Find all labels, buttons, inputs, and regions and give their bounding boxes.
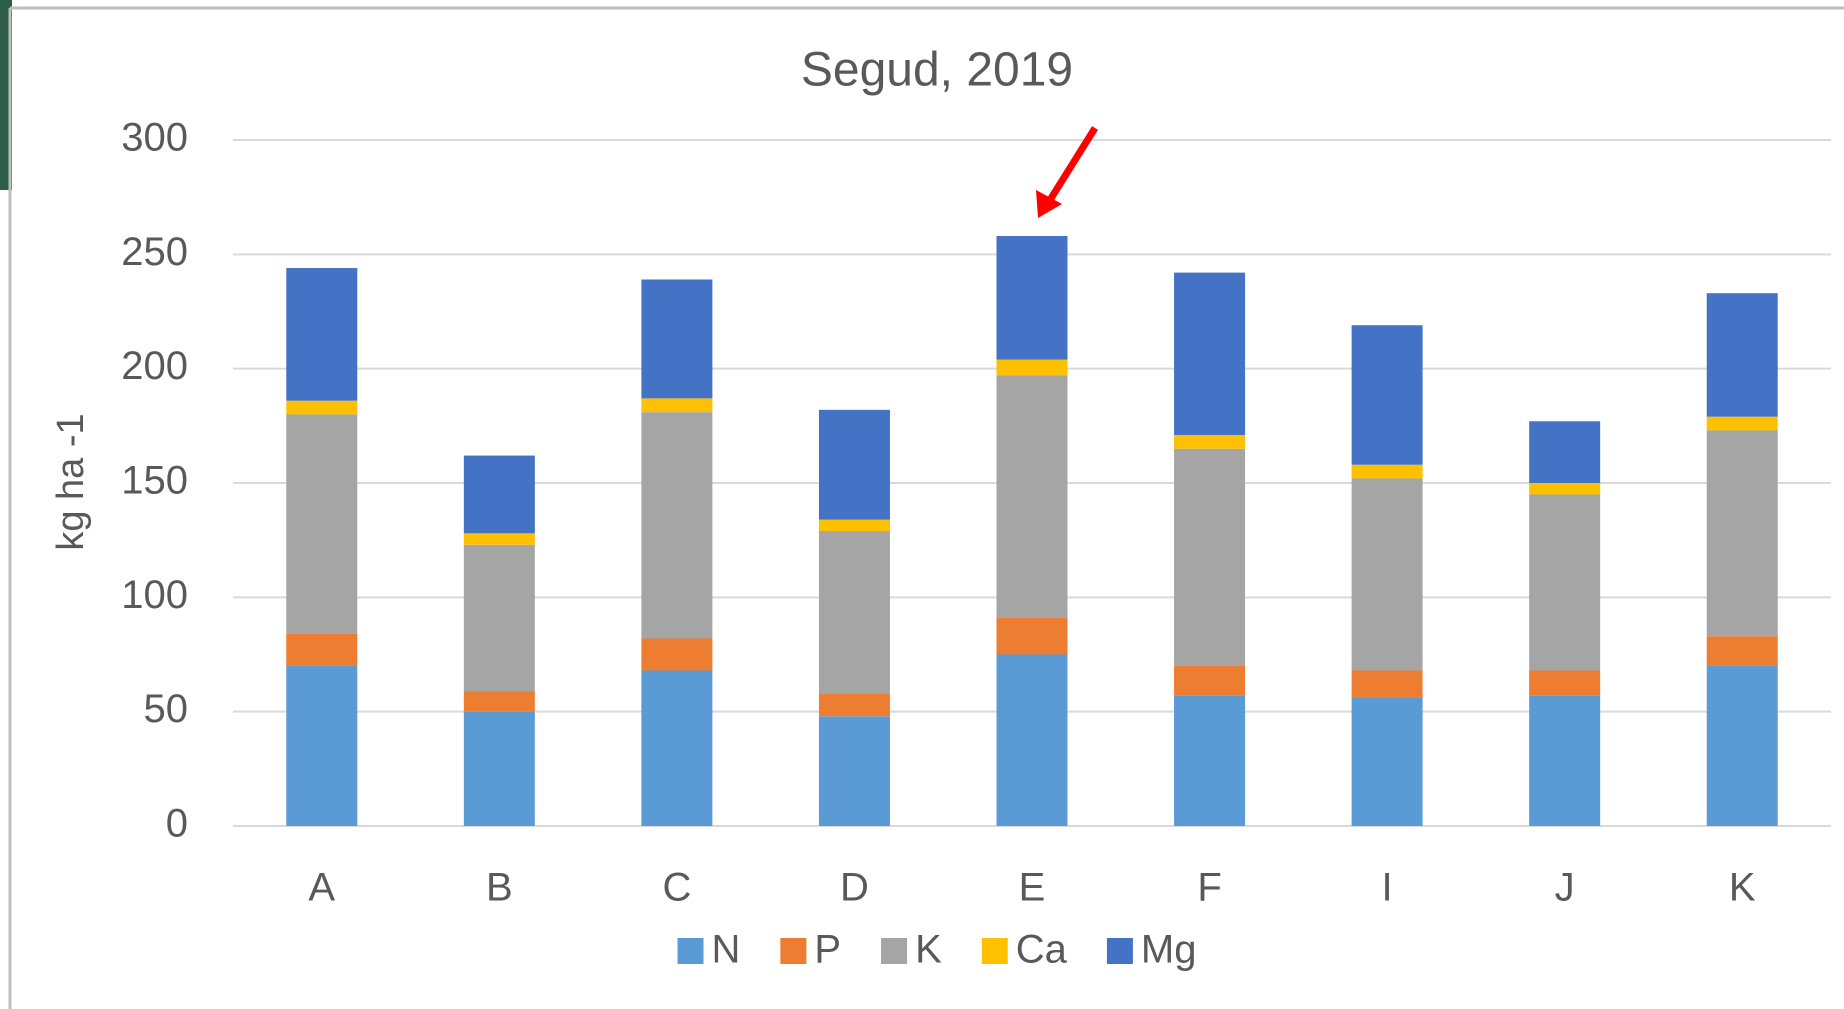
y-tick-label: 50 [144, 687, 189, 731]
legend-label: N [712, 928, 741, 972]
x-tick-label: F [1197, 866, 1221, 910]
bar-segment [286, 414, 358, 634]
y-axis-title: kg ha -1 [50, 413, 92, 550]
legend-item: K [881, 928, 942, 972]
legend-item: Ca [981, 928, 1068, 972]
legend-swatch [677, 938, 704, 964]
chart-title: Segud, 2019 [801, 44, 1073, 97]
bar-segment [996, 236, 1068, 360]
legend-swatch [1106, 938, 1133, 964]
bar-segment [996, 359, 1068, 376]
legend-swatch [881, 938, 908, 964]
bar-segment [463, 533, 535, 545]
x-tick-label: E [1019, 866, 1046, 910]
x-tick-label: C [662, 866, 691, 910]
bar-segment [1174, 695, 1246, 826]
bar-segment [463, 455, 535, 534]
bar-segment [1529, 670, 1601, 696]
bar-segment [818, 409, 890, 520]
bar-segment [996, 654, 1068, 826]
bar-segment [1706, 430, 1778, 637]
legend-item: N [677, 928, 741, 972]
bar-segment [1174, 448, 1246, 666]
x-tick-label: A [308, 866, 335, 910]
y-tick-label: 250 [121, 230, 188, 274]
bar-segment [1529, 695, 1601, 826]
bar-segment [463, 544, 535, 692]
bar-segment [1706, 416, 1778, 431]
bar-segment [286, 633, 358, 666]
bar-segment [463, 711, 535, 826]
bar-segment [818, 519, 890, 532]
bar-segment [286, 400, 358, 415]
bar-segment [641, 670, 713, 826]
x-tick-label: B [486, 866, 513, 910]
y-tick-label: 200 [121, 344, 188, 388]
legend-label: Ca [1016, 928, 1068, 972]
bar-segment [996, 617, 1068, 655]
legend-label: Mg [1141, 928, 1197, 972]
bar-segment [1174, 272, 1246, 435]
bar-segment [818, 716, 890, 826]
bar-segment [1529, 483, 1601, 495]
bar-segment [1351, 670, 1423, 698]
bar-segment [1351, 697, 1423, 826]
annotation-arrow [1036, 126, 1098, 218]
legend-swatch [981, 938, 1008, 964]
legend-item: P [780, 928, 841, 972]
bar-segment [1706, 636, 1778, 666]
bar-segment [641, 638, 713, 671]
bar-segment [996, 375, 1068, 618]
x-tick-label: I [1382, 866, 1393, 910]
bar-segment [463, 691, 535, 712]
y-tick-label: 300 [121, 116, 188, 160]
bar-segment [1706, 293, 1778, 417]
bar-segment [641, 398, 713, 413]
legend-label: P [814, 928, 841, 972]
bar-segment [1529, 494, 1601, 671]
bar-segment [818, 693, 890, 717]
bar-segment [641, 412, 713, 639]
y-tick-label: 150 [121, 459, 188, 503]
y-tick-label: 0 [166, 802, 188, 846]
bar-segment [1529, 421, 1601, 483]
x-tick-label: J [1555, 866, 1575, 910]
legend-swatch [780, 938, 807, 964]
bar-segment [1174, 665, 1246, 696]
x-tick-label: K [1729, 866, 1756, 910]
bar-segment [286, 268, 358, 401]
bar-segment [1351, 464, 1423, 479]
legend: N P K Ca Mg [677, 928, 1197, 972]
bar-segment [286, 665, 358, 826]
bar-segment [1706, 665, 1778, 826]
bar-segment [1351, 478, 1423, 671]
legend-item: Mg [1106, 928, 1197, 972]
bar-segment [641, 279, 713, 399]
bar-segment [1351, 325, 1423, 465]
bar-segment [1174, 434, 1246, 449]
bar-segment [818, 531, 890, 694]
x-tick-label: D [840, 866, 869, 910]
y-tick-label: 100 [121, 573, 188, 617]
legend-label: K [915, 928, 942, 972]
